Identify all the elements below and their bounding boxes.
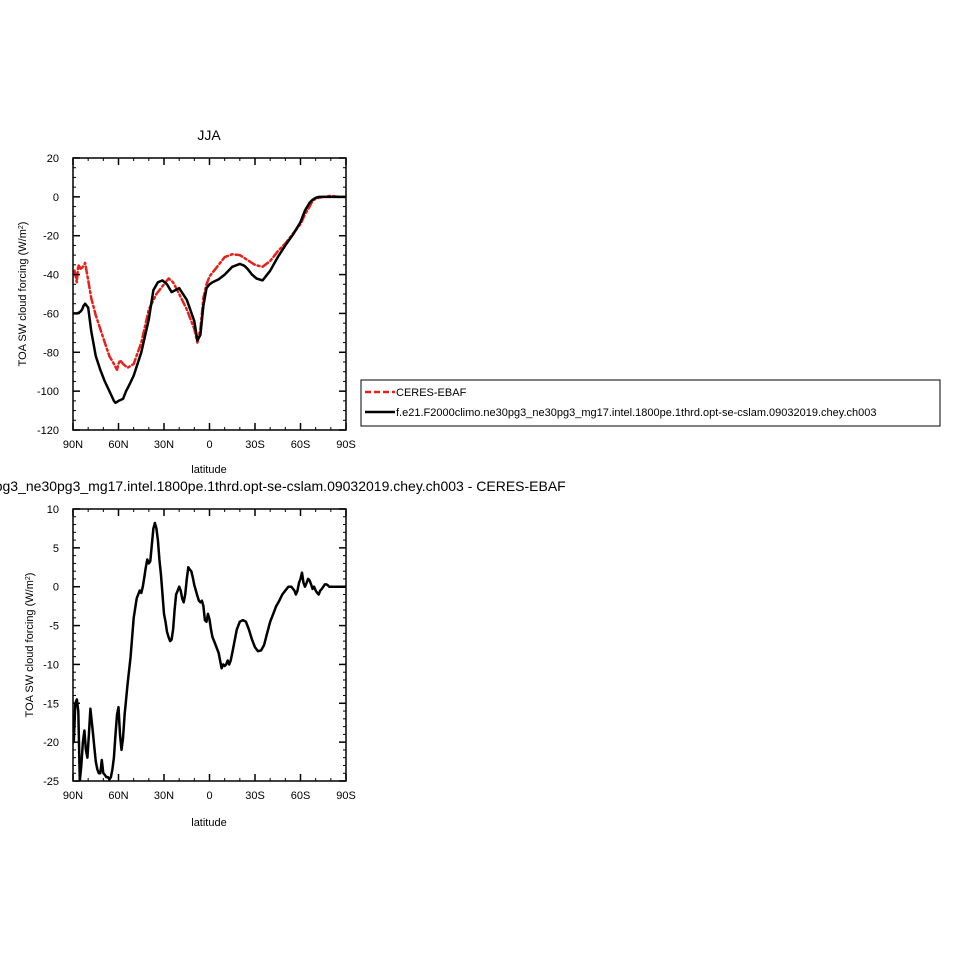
top-y-tick-label: 0 [53, 192, 59, 204]
top-y-tick-label: -60 [43, 308, 59, 320]
top-x-tick-label: 90N [63, 439, 83, 451]
top-chart-title: JJA [197, 127, 221, 143]
bottom-panel: f.e21.F2000climo.ne30pg3_ne30pg3_mg17.in… [0, 478, 566, 829]
top-x-tick-label: 0 [206, 439, 212, 451]
top-y-tick-label: -40 [43, 270, 59, 282]
top-y-axis-label: TOA SW cloud forcing (W/m2) [17, 222, 29, 367]
top-x-tick-label: 30N [154, 439, 174, 451]
top-y-tick-label: 20 [47, 153, 59, 165]
bottom-y-axis-label: TOA SW cloud forcing (W/m2) [24, 573, 36, 718]
bottom-y-tick-label: 5 [53, 543, 59, 555]
bottom-y-tick-label: 0 [53, 582, 59, 594]
top-x-tick-label: 60S [291, 439, 311, 451]
top-y-tick-label: -20 [43, 231, 59, 243]
top-series-line-1 [73, 195, 346, 405]
top-y-tick-label: -120 [37, 425, 59, 437]
top-x-tick-label: 60N [108, 439, 128, 451]
bottom-y-tick-label: 10 [47, 504, 59, 516]
legend-label-ceres: CERES-EBAF [396, 387, 467, 399]
bottom-x-tick-label: 90S [336, 790, 356, 802]
legend: CERES-EBAF f.e21.F2000climo.ne30pg3_ne30… [360, 379, 941, 427]
top-y-tick-label: -100 [37, 386, 59, 398]
bottom-x-tick-label: 30N [154, 790, 174, 802]
bottom-x-tick-label: 60S [291, 790, 311, 802]
top-x-tick-label: 30S [245, 439, 265, 451]
bottom-y-tick-label: -20 [43, 737, 59, 749]
bottom-series-line-0 [73, 521, 346, 781]
bottom-y-tick-label: -15 [43, 698, 59, 710]
bottom-y-tick-label: -10 [43, 659, 59, 671]
bottom-x-tick-label: 60N [108, 790, 128, 802]
top-x-tick-label: 90S [336, 439, 356, 451]
top-panel: JJA 90N 60N 30N 0 30S 60S 90S 20 0 -20 -40 -60 -80 -1… [17, 127, 356, 476]
top-x-axis-label: latitude [191, 464, 226, 476]
bottom-x-axis-label: latitude [191, 817, 226, 829]
bottom-y-tick-label: -25 [43, 776, 59, 788]
bottom-x-tick-label: 30S [245, 790, 265, 802]
top-plot-frame [72, 157, 347, 431]
legend-label-model: f.e21.F2000climo.ne30pg3_ne30pg3_mg17.in… [396, 407, 876, 419]
bottom-chart-title: f.e21.F2000climo.ne30pg3_ne30pg3_mg17.in… [0, 478, 566, 494]
bottom-x-tick-label: 0 [206, 790, 212, 802]
legend-box [360, 379, 941, 427]
bottom-x-tick-label: 90N [63, 790, 83, 802]
top-plot-area: 90N 60N 30N 0 30S 60S 90S 20 0 -20 -40 -60 -80 -100 -1… [37, 153, 356, 451]
bottom-y-tick-label: -5 [49, 621, 59, 633]
bottom-plot-area: 90N 60N 30N 0 30S 60S 90S 10 5 0 -5 -10 -15 -20 -25 [43, 504, 356, 802]
top-y-tick-label: -80 [43, 347, 59, 359]
